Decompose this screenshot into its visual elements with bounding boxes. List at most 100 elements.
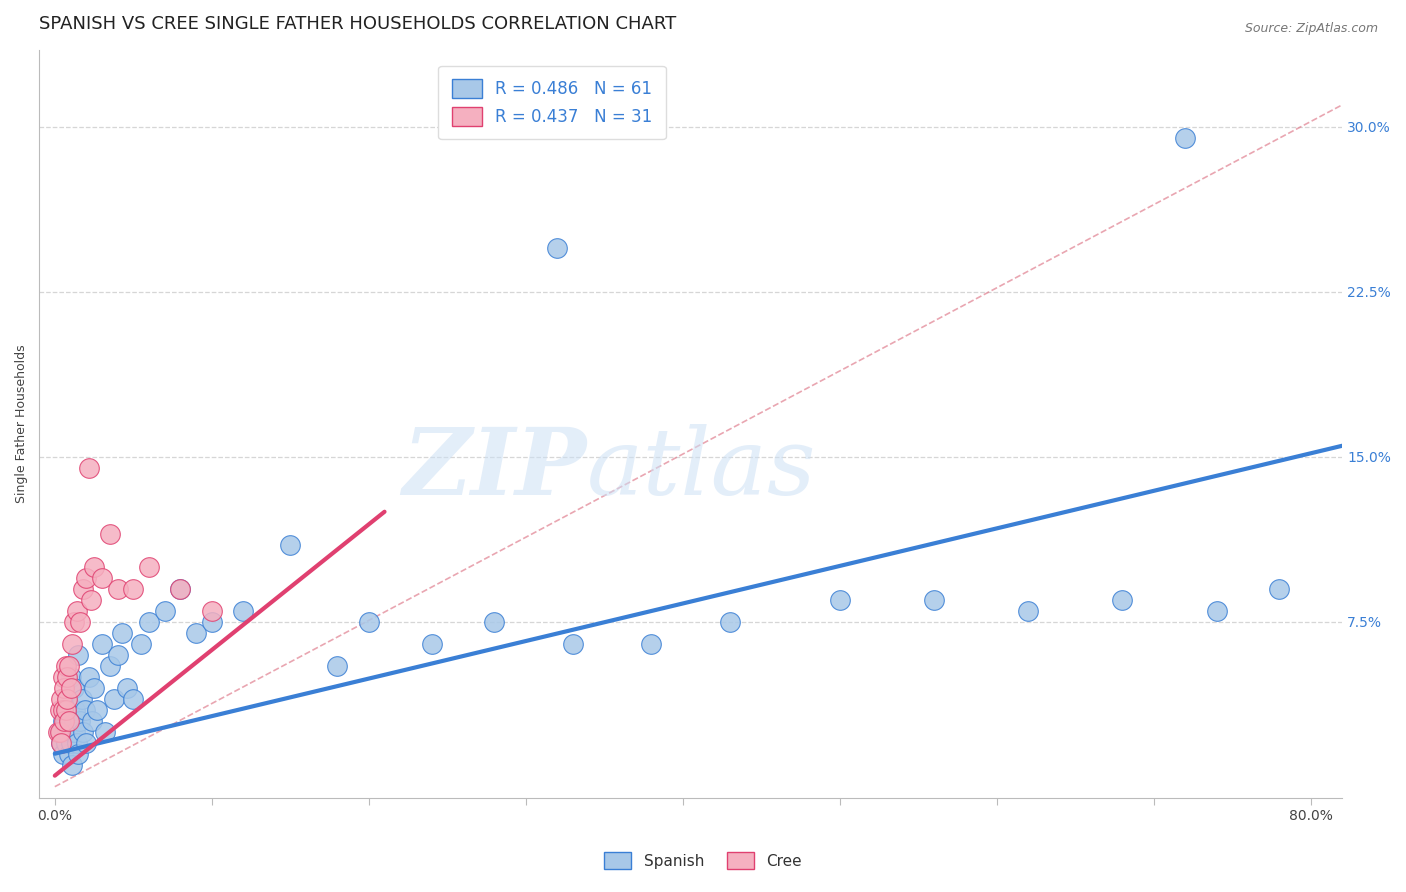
Point <box>75 571 97 585</box>
Point <box>55 714 77 728</box>
Point <box>65 703 87 717</box>
Point <box>83 559 105 574</box>
Point <box>115 681 138 695</box>
Point <box>59 670 82 684</box>
Point <box>72 582 94 596</box>
Point <box>60 757 83 772</box>
Point <box>201 615 224 629</box>
Point <box>107 648 129 662</box>
Point <box>48 703 70 717</box>
Point <box>52 670 75 684</box>
Point <box>80 592 103 607</box>
Point <box>718 615 741 629</box>
Point <box>62 681 84 695</box>
Point <box>94 724 117 739</box>
Point <box>1174 131 1197 145</box>
Point <box>86 703 108 717</box>
Point <box>56 691 79 706</box>
Point <box>59 681 82 695</box>
Legend: R = 0.486   N = 61, R = 0.437   N = 31: R = 0.486 N = 61, R = 0.437 N = 31 <box>439 66 665 139</box>
Point <box>75 736 97 750</box>
Point <box>1268 582 1291 596</box>
Point <box>111 625 134 640</box>
Text: atlas: atlas <box>586 424 815 514</box>
Point <box>66 604 89 618</box>
Point <box>138 559 160 574</box>
Point <box>60 724 83 739</box>
Point <box>49 736 72 750</box>
Point <box>62 714 84 728</box>
Point <box>169 582 191 596</box>
Point <box>56 670 79 684</box>
Text: Source: ZipAtlas.com: Source: ZipAtlas.com <box>1244 22 1378 36</box>
Point <box>49 691 72 706</box>
Point <box>58 714 80 728</box>
Point <box>1205 604 1227 618</box>
Point <box>67 747 90 761</box>
Point <box>326 658 349 673</box>
Point <box>484 615 506 629</box>
Point <box>169 582 191 596</box>
Point <box>58 703 80 717</box>
Point <box>153 604 176 618</box>
Y-axis label: Single Father Households: Single Father Households <box>15 344 28 503</box>
Point <box>83 681 105 695</box>
Point <box>129 637 152 651</box>
Point <box>62 615 84 629</box>
Point <box>122 582 145 596</box>
Point <box>49 736 72 750</box>
Point <box>561 637 583 651</box>
Point <box>82 714 104 728</box>
Point <box>1017 604 1039 618</box>
Point <box>90 637 112 651</box>
Point <box>184 625 207 640</box>
Point <box>70 691 93 706</box>
Point <box>828 592 851 607</box>
Point <box>1111 592 1133 607</box>
Point <box>72 724 94 739</box>
Point <box>66 736 89 750</box>
Point <box>53 681 76 695</box>
Point <box>58 747 80 761</box>
Point <box>55 736 77 750</box>
Point <box>79 460 101 475</box>
Point <box>58 658 80 673</box>
Point <box>79 670 101 684</box>
Point <box>48 724 70 739</box>
Point <box>357 615 380 629</box>
Point <box>55 703 77 717</box>
Point <box>53 714 76 728</box>
Text: SPANISH VS CREE SINGLE FATHER HOUSEHOLDS CORRELATION CHART: SPANISH VS CREE SINGLE FATHER HOUSEHOLDS… <box>39 15 676 33</box>
Point <box>640 637 662 651</box>
Point <box>90 571 112 585</box>
Point <box>420 637 443 651</box>
Point <box>52 703 75 717</box>
Point <box>46 724 69 739</box>
Legend: Spanish, Cree: Spanish, Cree <box>598 846 808 875</box>
Point <box>67 648 90 662</box>
Point <box>201 604 224 618</box>
Point <box>122 691 145 706</box>
Point <box>65 724 87 739</box>
Point <box>56 691 79 706</box>
Point <box>138 615 160 629</box>
Point <box>59 736 82 750</box>
Point <box>107 582 129 596</box>
Point <box>98 658 121 673</box>
Point <box>52 714 75 728</box>
Point <box>103 691 125 706</box>
Point <box>69 714 91 728</box>
Point <box>278 538 301 552</box>
Point <box>48 724 70 739</box>
Point <box>53 703 76 717</box>
Point <box>60 637 83 651</box>
Point <box>56 724 79 739</box>
Point <box>73 703 96 717</box>
Point <box>546 241 568 255</box>
Point <box>922 592 945 607</box>
Point <box>232 604 254 618</box>
Text: ZIP: ZIP <box>402 424 586 514</box>
Point <box>69 615 91 629</box>
Point <box>53 724 76 739</box>
Point <box>98 526 121 541</box>
